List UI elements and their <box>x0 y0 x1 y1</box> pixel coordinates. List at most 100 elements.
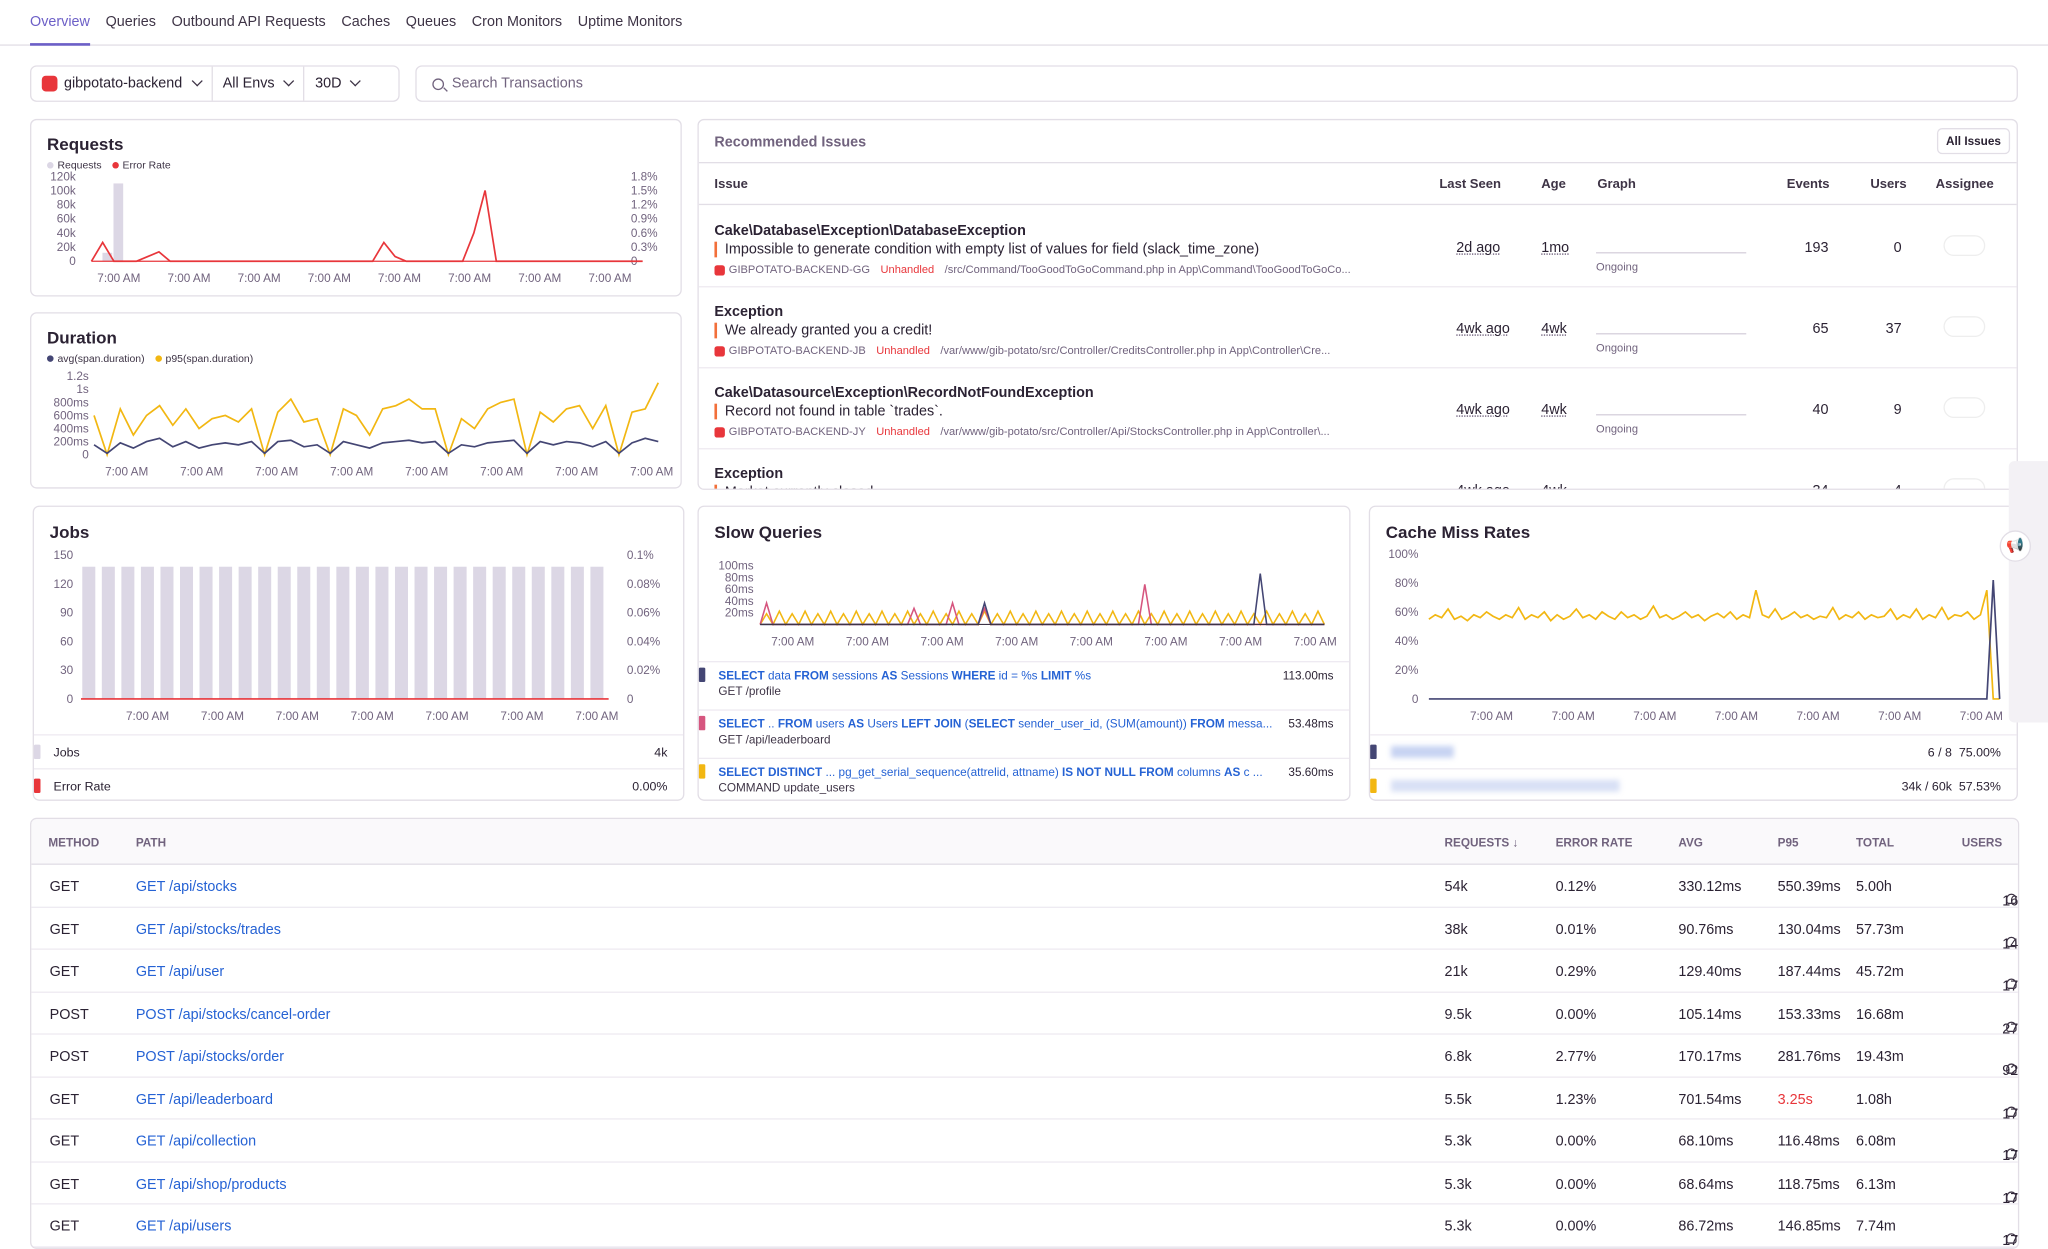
issue-row[interactable]: Cake\Datasource\Exception\RecordNotFound… <box>698 368 2017 450</box>
tab-queues[interactable]: Queues <box>405 14 457 31</box>
cache-series-line[interactable] <box>1428 590 2000 700</box>
error-rate-line[interactable] <box>90 190 643 263</box>
search-input[interactable]: Search Transactions <box>415 65 2018 102</box>
legend-error-rate[interactable]: Error Rate <box>112 159 171 171</box>
jobs-bar[interactable] <box>140 566 154 699</box>
period-selector[interactable]: 30D <box>305 67 371 101</box>
row-path-link[interactable]: GET /api/collection <box>135 1133 257 1150</box>
query-description[interactable]: SELECT .. FROM users AS Users LEFT JOIN … <box>718 717 1273 731</box>
jobs-bar[interactable] <box>434 566 448 699</box>
col-users[interactable]: Users <box>1870 177 1907 193</box>
jobs-bar[interactable] <box>219 566 233 699</box>
assignee-selector[interactable] <box>1943 316 1986 338</box>
jobs-bar[interactable] <box>375 566 389 699</box>
requests-bar[interactable] <box>102 252 113 262</box>
issue-title[interactable]: Cake\Datasource\Exception\RecordNotFound… <box>714 385 1094 402</box>
col-requests[interactable]: REQUESTS ↓ <box>1444 836 1519 850</box>
jobs-bar[interactable] <box>355 566 369 699</box>
jobs-bar[interactable] <box>570 566 584 699</box>
query-value: 113.00ms <box>1282 668 1334 682</box>
p95-line[interactable] <box>93 382 660 458</box>
row-path-link[interactable]: POST /api/stocks/cancel-order <box>135 1006 331 1023</box>
row-path-link[interactable]: GET /api/shop/products <box>135 1176 287 1193</box>
jobs-bar[interactable] <box>531 566 545 699</box>
col-error-rate[interactable]: ERROR RATE <box>1555 836 1633 850</box>
side-drawer-edge[interactable] <box>2008 461 2048 723</box>
col-total[interactable]: TOTAL <box>1855 836 1895 850</box>
jobs-bar[interactable] <box>258 566 272 699</box>
issue-row[interactable]: Exception We already granted you a credit… <box>698 287 2017 369</box>
row-path-link[interactable]: GET /api/leaderboard <box>135 1091 273 1108</box>
col-p95[interactable]: P95 <box>1777 836 1799 850</box>
col-events[interactable]: Events <box>1786 177 1830 193</box>
jobs-bar[interactable] <box>297 566 311 699</box>
all-issues-button[interactable]: All Issues <box>1936 128 2011 155</box>
jobs-bar[interactable] <box>121 566 135 699</box>
row-path-link[interactable]: POST /api/stocks/order <box>135 1049 285 1065</box>
jobs-bar[interactable] <box>473 566 487 699</box>
tab-uptime-monitors[interactable]: Uptime Monitors <box>577 14 683 31</box>
slow-query-row[interactable]: SELECT data FROM sessions AS Sessions WH… <box>698 661 1350 709</box>
jobs-bar[interactable] <box>316 566 330 699</box>
col-method[interactable]: METHOD <box>48 836 100 850</box>
jobs-bar[interactable] <box>453 566 467 699</box>
avg-line[interactable] <box>93 437 659 455</box>
jobs-legend-row-error-rate[interactable]: Error Rate 0.00% <box>33 768 684 799</box>
jobs-bar[interactable] <box>512 566 526 699</box>
query-description[interactable]: SELECT data FROM sessions AS Sessions WH… <box>718 668 1092 682</box>
row-path-link[interactable]: GET /api/stocks <box>135 879 237 895</box>
cache-legend-row-2[interactable]: 34k / 60k 57.53% <box>1370 768 2017 799</box>
jobs-bar[interactable] <box>238 566 252 699</box>
query-description[interactable]: SELECT DISTINCT ... pg_get_serial_sequen… <box>718 765 1263 779</box>
jobs-bar[interactable] <box>160 566 174 699</box>
jobs-bar[interactable] <box>590 566 604 699</box>
jobs-bar[interactable] <box>336 566 350 699</box>
col-last-seen[interactable]: Last Seen <box>1439 177 1502 193</box>
tab-overview[interactable]: Overview <box>30 0 90 46</box>
tab-cron-monitors[interactable]: Cron Monitors <box>471 14 563 31</box>
project-selector[interactable]: gibpotato-backend <box>31 66 213 101</box>
jobs-bar[interactable] <box>199 566 213 699</box>
jobs-legend-row-jobs[interactable]: Jobs 4k <box>33 734 684 768</box>
slow-query-series-line[interactable] <box>759 584 1325 626</box>
megaphone-icon[interactable]: 📢 <box>1999 530 2031 562</box>
jobs-bar[interactable] <box>551 566 565 699</box>
issue-title[interactable]: Exception <box>714 466 784 483</box>
slow-query-row[interactable]: SELECT DISTINCT ... pg_get_serial_sequen… <box>698 757 1350 800</box>
jobs-bar[interactable] <box>277 566 291 699</box>
legend-p95[interactable]: p95(span.duration) <box>155 353 253 364</box>
environment-selector[interactable]: All Envs <box>212 66 305 101</box>
tab-outbound-api-requests[interactable]: Outbound API Requests <box>171 14 326 31</box>
jobs-bar[interactable] <box>492 566 506 699</box>
legend-requests[interactable]: Requests <box>47 159 102 171</box>
jobs-bar[interactable] <box>179 566 194 699</box>
col-issue[interactable]: Issue <box>714 177 748 193</box>
jobs-bar[interactable] <box>82 566 96 699</box>
col-avg[interactable]: AVG <box>1678 836 1703 850</box>
jobs-bar[interactable] <box>101 566 115 699</box>
col-users[interactable]: USERS <box>1961 836 2003 850</box>
issue-title[interactable]: Exception <box>714 304 784 321</box>
jobs-bar[interactable] <box>394 566 408 699</box>
row-path-link[interactable]: GET /api/users <box>135 1218 232 1235</box>
jobs-bar[interactable] <box>414 566 428 699</box>
col-path[interactable]: PATH <box>135 836 167 850</box>
cache-legend-row-1[interactable]: 6 / 8 75.00% <box>1370 734 2017 768</box>
cache-series-line[interactable] <box>1428 579 2001 700</box>
legend-avg[interactable]: avg(span.duration) <box>47 353 145 364</box>
col-age[interactable]: Age <box>1541 177 1566 193</box>
row-path-link[interactable]: GET /api/user <box>135 964 225 980</box>
assignee-selector[interactable] <box>1943 478 1986 489</box>
tab-caches[interactable]: Caches <box>341 14 391 31</box>
issue-row[interactable]: Cake\Database\Exception\DatabaseExceptio… <box>698 206 2017 288</box>
slow-query-row[interactable]: SELECT .. FROM users AS Users LEFT JOIN … <box>698 709 1350 757</box>
slow-query-series-line[interactable] <box>759 609 1326 627</box>
assignee-selector[interactable] <box>1943 397 1986 419</box>
assignee-selector[interactable] <box>1943 235 1986 257</box>
issue-row[interactable]: ExceptionMarket currently closed 4wk ago 4… <box>699 449 2017 489</box>
issue-title[interactable]: Cake\Database\Exception\DatabaseExceptio… <box>714 223 1026 240</box>
tab-queries[interactable]: Queries <box>105 14 156 31</box>
row-path-link[interactable]: GET /api/stocks/trades <box>135 921 281 938</box>
requests-bar[interactable] <box>113 183 124 262</box>
